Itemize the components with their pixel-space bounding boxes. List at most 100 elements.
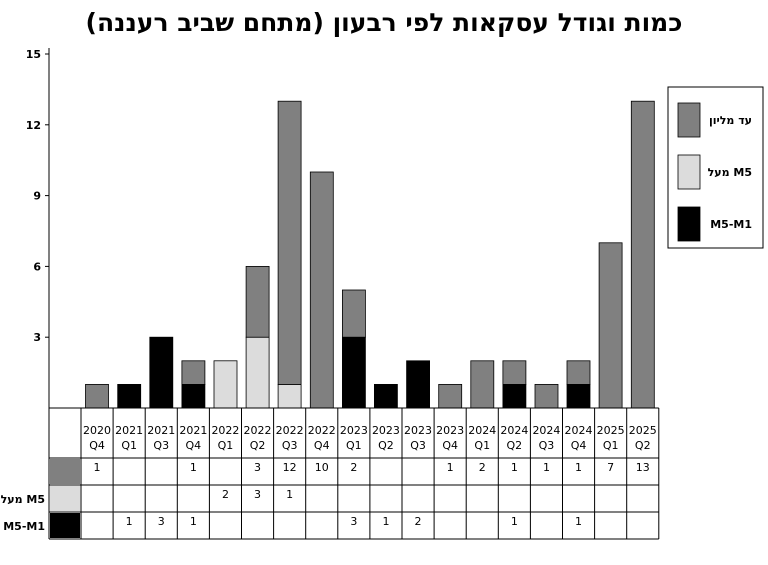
bar-segment	[277, 383, 302, 409]
category-year-label: 2023	[404, 424, 432, 437]
chart-title: כמות וגודל עסקאות לפי רבעון (מתחם שביב ר…	[85, 8, 683, 37]
y-tick-label: 3	[33, 331, 41, 344]
category-year-label: 2023	[372, 424, 400, 437]
bar-segment	[341, 289, 366, 338]
bar-segment	[341, 336, 366, 409]
bar-segment	[566, 360, 591, 385]
category-year-label: 2022	[244, 424, 272, 437]
category-quarter-label: Q4	[442, 439, 458, 452]
y-tick-label: 12	[26, 119, 41, 132]
category-quarter-label: Q3	[410, 439, 426, 452]
bar-segment	[502, 383, 527, 409]
category-quarter-label: Q2	[635, 439, 651, 452]
category-quarter-label: Q3	[282, 439, 298, 452]
category-quarter-label: Q1	[346, 439, 362, 452]
table-cell-value: 1	[575, 461, 582, 474]
table-row-swatch	[50, 486, 80, 511]
bar-segment	[598, 242, 623, 409]
category-quarter-label: Q1	[474, 439, 490, 452]
bar-segment	[309, 171, 334, 409]
legend-swatch	[677, 154, 701, 190]
table-cell-value: 3	[350, 515, 357, 528]
table-cell-value: 1	[511, 515, 518, 528]
y-tick-label: 9	[33, 190, 41, 203]
bar-segment	[181, 383, 206, 409]
bar-segment	[470, 360, 495, 409]
table-cell-value: 2	[479, 461, 486, 474]
category-quarter-label: Q1	[218, 439, 234, 452]
bar-segment	[373, 383, 398, 409]
table-row-swatch	[50, 459, 80, 484]
bar-segment	[630, 100, 655, 409]
bar-segment	[245, 336, 270, 409]
bar-segment	[406, 360, 431, 409]
category-quarter-label: Q4	[571, 439, 587, 452]
category-year-label: 2024	[565, 424, 593, 437]
bar-segment	[502, 360, 527, 385]
table-cell-value: 1	[382, 515, 389, 528]
bar-segment	[85, 383, 109, 409]
table-cell-value: 1	[511, 461, 518, 474]
table-row-swatch	[50, 513, 80, 538]
category-year-label: 2025	[629, 424, 657, 437]
table-cell-value: 1	[94, 461, 101, 474]
table-cell-value: 7	[607, 461, 614, 474]
category-quarter-label: Q4	[89, 439, 105, 452]
category-year-label: 2021	[179, 424, 207, 437]
category-quarter-label: Q4	[314, 439, 330, 452]
category-year-label: 2023	[436, 424, 464, 437]
legend-label: M5-M1	[710, 218, 752, 231]
category-quarter-label: Q2	[507, 439, 523, 452]
category-quarter-label: Q3	[153, 439, 169, 452]
category-quarter-label: Q2	[250, 439, 266, 452]
category-quarter-label: Q3	[539, 439, 555, 452]
category-quarter-label: Q1	[121, 439, 137, 452]
category-year-label: 2025	[597, 424, 625, 437]
table-cell-value: 1	[447, 461, 454, 474]
table-row-label: M5-M1	[3, 520, 45, 533]
table-cell-value: 3	[158, 515, 165, 528]
table-cell-value: 1	[286, 488, 293, 501]
category-year-label: 2024	[500, 424, 528, 437]
bar-segment	[534, 383, 559, 409]
bar-segment	[277, 100, 302, 385]
category-quarter-label: Q4	[186, 439, 202, 452]
category-quarter-label: Q1	[603, 439, 619, 452]
category-year-label: 2024	[532, 424, 560, 437]
table-cell-value: 1	[575, 515, 582, 528]
category-year-label: 2021	[115, 424, 143, 437]
table-cell-value: 10	[315, 461, 329, 474]
table-row-label: מעל M5	[1, 493, 45, 506]
legend-label: עד מליון	[709, 114, 752, 127]
bar-segment	[117, 383, 142, 409]
table-cell-value: 12	[283, 461, 297, 474]
y-tick-label: 15	[26, 48, 41, 61]
category-year-label: 2021	[147, 424, 175, 437]
legend-label: מעל M5	[708, 166, 752, 179]
table-cell-value: 3	[254, 488, 261, 501]
table-cell-value: 2	[222, 488, 229, 501]
bar-segment	[566, 383, 591, 409]
category-year-label: 2022	[308, 424, 336, 437]
bar-segment	[149, 336, 174, 409]
table-cell-value: 13	[636, 461, 650, 474]
bar-segment	[213, 360, 238, 409]
y-tick-label: 6	[33, 260, 41, 273]
bar-segment	[181, 360, 206, 385]
table-cell-value: 2	[350, 461, 357, 474]
category-year-label: 2023	[340, 424, 368, 437]
category-quarter-label: Q2	[378, 439, 394, 452]
table-cell-value: 1	[190, 515, 197, 528]
bar-segment	[438, 383, 463, 409]
table-cell-value: 1	[126, 515, 133, 528]
table-cell-value: 1	[543, 461, 550, 474]
table-cell-value: 2	[415, 515, 422, 528]
legend-swatch	[677, 206, 701, 242]
table-cell-value: 3	[254, 461, 261, 474]
category-year-label: 2020	[83, 424, 111, 437]
category-year-label: 2022	[211, 424, 239, 437]
category-year-label: 2024	[468, 424, 496, 437]
legend-swatch	[677, 102, 701, 138]
bar-segment	[245, 265, 270, 338]
